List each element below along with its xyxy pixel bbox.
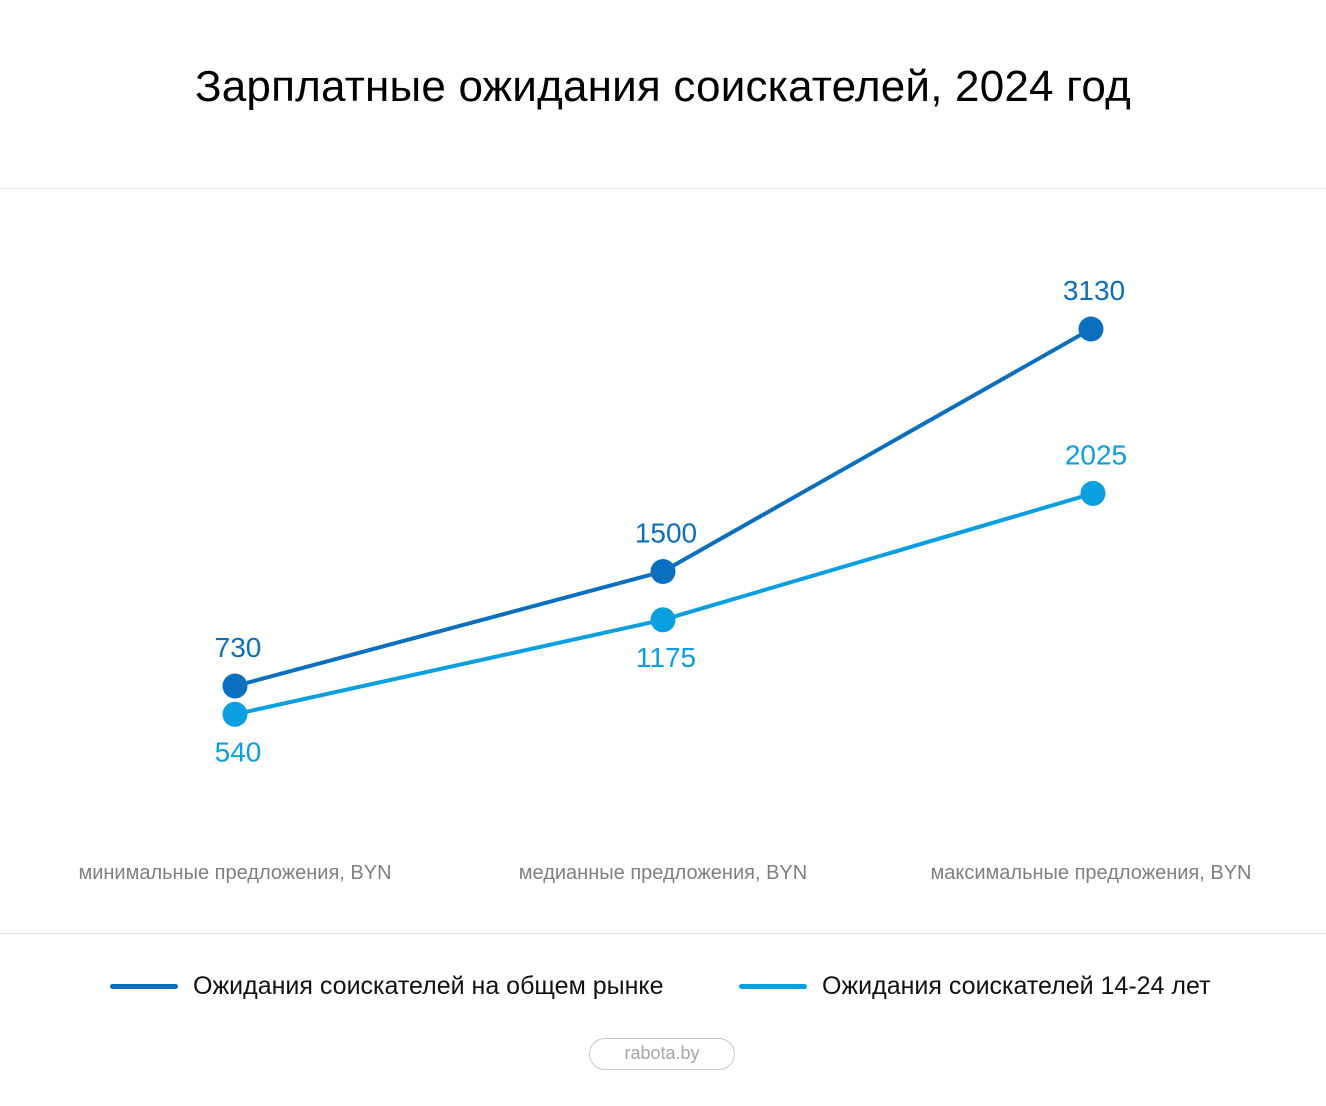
series-1-point-2 (1080, 480, 1106, 506)
series-1-label-2: 2025 (1065, 439, 1127, 470)
series-0-label-2: 3130 (1063, 275, 1125, 306)
legend: Ожидания соискателей на общем рынке Ожид… (0, 965, 1326, 1007)
legend-label-general: Ожидания соискателей на общем рынке (193, 971, 664, 1000)
legend-label-young: Ожидания соискателей 14-24 лет (822, 971, 1211, 1000)
series-0-point-1 (650, 559, 676, 584)
series-0-label-1: 1500 (635, 518, 697, 549)
source-badge: rabota.by (589, 1038, 735, 1070)
top-divider (0, 188, 1326, 189)
legend-item-general: Ожидания соискателей на общем рынке (110, 965, 664, 1007)
series-1-point-0 (222, 701, 248, 727)
bottom-divider (0, 933, 1326, 934)
category-label-0: минимальные предложения, BYN (78, 862, 391, 884)
series-1-label-1: 1175 (636, 642, 696, 673)
series-0-label-0: 730 (215, 632, 262, 663)
series-0-point-0 (222, 673, 248, 699)
category-label-2: максимальные предложения, BYN (931, 862, 1252, 884)
legend-item-young: Ожидания соискателей 14-24 лет (739, 965, 1211, 1007)
series-1-point-1 (650, 607, 676, 633)
category-label-1: медианные предложения, BYN (519, 862, 807, 884)
chart-title: Зарплатные ожидания соискателей, 2024 го… (194, 62, 1132, 111)
series-line-0 (233, 327, 1093, 688)
legend-swatch-general (110, 983, 178, 989)
series-0-point-2 (1078, 316, 1104, 342)
legend-swatch-young (739, 983, 807, 989)
series-1-label-0: 540 (215, 736, 262, 767)
